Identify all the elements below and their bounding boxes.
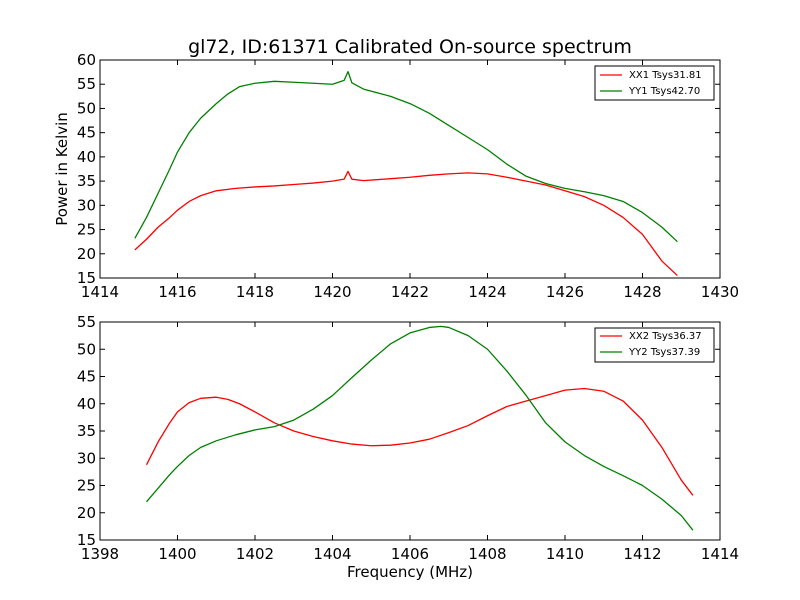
y-tick-label: 15: [77, 531, 96, 549]
x-tick-label: 1422: [391, 283, 429, 301]
ticks-layer: 1414 1416 1418 1420 1422 1424 1426 1428 1430 15 20…: [77, 51, 739, 301]
x-tick-label: 1406: [391, 545, 429, 563]
series-layer: [145, 325, 694, 531]
y-tick-label: 15: [77, 269, 96, 287]
x-tick-label: 1400: [158, 545, 196, 563]
y-tick-label: 50: [77, 340, 96, 358]
x-tick-label: 1416: [158, 283, 196, 301]
y-tick-label: 55: [77, 75, 96, 93]
series-line-1: [134, 170, 678, 277]
series-line-2: [134, 70, 678, 243]
y-axis-label: Power in Kelvin: [53, 112, 71, 226]
x-tick-label: 1414: [81, 283, 119, 301]
plot-frame: [99, 59, 721, 279]
x-tick-label: 1428: [623, 283, 661, 301]
y-tick-label: 35: [77, 172, 96, 190]
y-tick-label: 30: [77, 449, 96, 467]
x-tick-label: 1414: [701, 545, 739, 563]
x-axis-label: Frequency (MHz): [347, 563, 473, 581]
legend-entry: YY2 Tsys37.39: [628, 347, 700, 358]
x-tick-label: 1408: [468, 545, 506, 563]
x-tick-label: 1430: [701, 283, 739, 301]
x-tick-label: 1398: [81, 545, 119, 563]
legend-entry: XX1 Tsys31.81: [629, 70, 702, 81]
x-tick-label: 1424: [468, 283, 506, 301]
y-tick-label: 60: [77, 51, 96, 69]
y-tick-label: 20: [77, 504, 96, 522]
y-tick-label: 40: [77, 395, 96, 413]
y-tick-label: 45: [77, 368, 96, 386]
x-tick-label: 1404: [313, 545, 351, 563]
x-tick-label: 1418: [236, 283, 274, 301]
y-tick-label: 45: [77, 124, 96, 142]
legend-frame: [594, 65, 715, 101]
x-tick-label: 1420: [313, 283, 351, 301]
legend-entry: YY1 Tsys42.70: [628, 86, 700, 97]
x-tick-label: 1410: [546, 545, 584, 563]
chart-top: gl72, ID:61371 Calibrated On-source spec…: [53, 36, 739, 301]
legend: XX1 Tsys31.81 YY1 Tsys42.70: [594, 65, 715, 101]
y-tick-label: 30: [77, 196, 96, 214]
legend-frame: [594, 327, 715, 363]
chart-title: gl72, ID:61371 Calibrated On-source spec…: [188, 36, 632, 58]
legend: XX2 Tsys36.37 YY2 Tsys37.39: [594, 327, 715, 363]
series-line-2: [146, 325, 694, 531]
y-tick-label: 35: [77, 422, 96, 440]
x-tick-label: 1402: [236, 545, 274, 563]
x-tick-label: 1426: [546, 283, 584, 301]
x-tick-label: 1412: [623, 545, 661, 563]
y-tick-label: 20: [77, 245, 96, 263]
chart-bottom: Frequency (MHz) 1398 1400 1402 1404 1406 1408…: [77, 313, 739, 581]
series-line-1: [145, 387, 694, 496]
series-layer: [134, 70, 678, 277]
y-tick-label: 55: [77, 313, 96, 331]
y-tick-label: 25: [77, 221, 96, 239]
y-tick-label: 40: [77, 148, 96, 166]
ticks-layer: 1398 1400 1402 1404 1406 1408 1410 1412 1414 15 20…: [77, 313, 739, 563]
plot-frame: [99, 321, 721, 541]
y-tick-label: 25: [77, 477, 96, 495]
legend-entry: XX2 Tsys36.37: [629, 331, 702, 342]
y-tick-label: 50: [77, 99, 96, 117]
